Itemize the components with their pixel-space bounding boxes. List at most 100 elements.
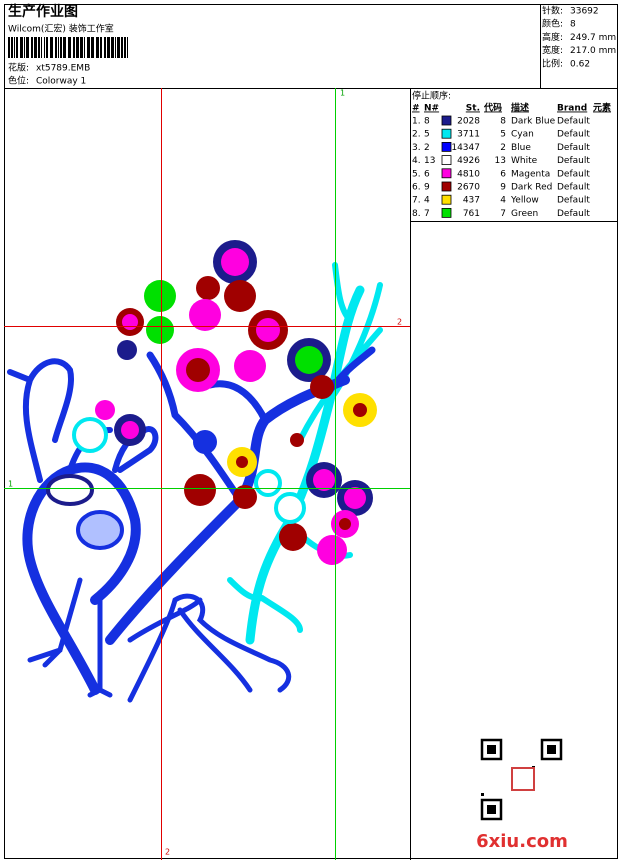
- color-swatch: [441, 155, 452, 166]
- needle: 4: [424, 196, 430, 206]
- barcode-bar: [73, 37, 75, 58]
- code: 5: [500, 130, 506, 140]
- stat-value: 249.7 mm: [570, 33, 616, 43]
- colorway: Colorway 1: [36, 77, 86, 87]
- stat-label: 颜色:: [542, 18, 563, 30]
- table-title: 停止顺序:: [412, 90, 451, 102]
- barcode-bar: [100, 37, 102, 58]
- barcode-bar: [16, 37, 18, 58]
- code: 9: [500, 183, 506, 193]
- description: Yellow: [510, 196, 539, 206]
- color-swatch: [441, 207, 452, 218]
- barcode-bar: [14, 37, 15, 58]
- stitches: 4810: [457, 169, 480, 179]
- barcode-bar: [8, 37, 10, 58]
- barcode-bar: [20, 37, 23, 58]
- needle: 7: [424, 209, 430, 219]
- stitches: 3711: [457, 130, 480, 140]
- qr-module: [481, 793, 484, 796]
- code: 7: [500, 209, 506, 219]
- row-index: 5.: [412, 169, 421, 179]
- needle: 6: [424, 169, 430, 179]
- qr-finder: [487, 805, 496, 814]
- barcode: [8, 37, 128, 58]
- qr-finder: [487, 745, 496, 754]
- barcode-bar: [104, 37, 106, 58]
- barcode-bar: [34, 37, 37, 58]
- barcode-bar: [50, 37, 53, 58]
- stat-label: 宽度:: [542, 44, 563, 56]
- qr-logo: [511, 767, 535, 791]
- column-header: 代码: [483, 102, 502, 114]
- column-header: N#: [424, 104, 439, 114]
- needle: 8: [424, 117, 430, 127]
- barcode-bar: [124, 37, 126, 58]
- brand: Default: [557, 169, 590, 179]
- barcode-bar: [26, 37, 29, 58]
- row-index: 1.: [412, 117, 421, 127]
- stat-label: 针数:: [542, 5, 563, 17]
- barcode-bar: [91, 37, 94, 58]
- description: Dark Red: [511, 183, 552, 193]
- code: 6: [500, 169, 506, 179]
- column-header: 元素: [593, 102, 611, 114]
- row-index: 6.: [412, 183, 421, 193]
- barcode-bar: [55, 37, 57, 58]
- needle: 5: [424, 130, 430, 140]
- color-swatch: [441, 115, 452, 126]
- stitches: 4926: [457, 156, 480, 166]
- column-header: 描述: [511, 102, 529, 114]
- code: 8: [500, 117, 506, 127]
- stat-value: 8: [570, 20, 576, 30]
- stat-value: 0.62: [570, 59, 590, 69]
- qr-finder: [547, 745, 556, 754]
- column-header: St.: [466, 104, 480, 114]
- color-swatch: [441, 128, 452, 139]
- row-index: 2.: [412, 130, 421, 140]
- brand: Default: [557, 156, 590, 166]
- barcode-bar: [80, 37, 83, 58]
- stats: 针数: 33692 颜色: 8 高度: 249.7 mm 宽度: 217.0 mm 比例: 0.6…: [542, 5, 616, 70]
- color-swatch: [441, 181, 452, 192]
- barcode-bar: [107, 37, 110, 58]
- qr-finder: [540, 738, 563, 761]
- barcode-bar: [96, 37, 99, 58]
- stitches: 437: [463, 196, 480, 206]
- design: xt5789.EMB: [36, 64, 90, 74]
- stat-label: 高度:: [542, 31, 563, 43]
- guide-label: 1: [340, 89, 345, 98]
- barcode-bar: [11, 37, 13, 58]
- barcode-bar: [127, 37, 128, 58]
- column-header: #: [412, 104, 420, 114]
- barcode-bar: [63, 37, 66, 58]
- row-index: 8.: [412, 209, 421, 219]
- title: 生产作业图: [8, 3, 78, 20]
- column-header: Brand: [557, 104, 587, 114]
- stitches: 2028: [457, 117, 480, 127]
- description: Dark Blue: [511, 117, 556, 127]
- row-index: 3.: [412, 143, 421, 153]
- barcode-bar: [58, 37, 59, 58]
- code: 4: [500, 196, 506, 206]
- barcode-bar: [41, 37, 42, 58]
- stat-label: 比例:: [542, 57, 563, 69]
- row-index: 7.: [412, 196, 421, 206]
- stitches: 761: [463, 209, 480, 219]
- barcode-bar: [24, 37, 25, 58]
- stat-value: 217.0 mm: [570, 46, 616, 56]
- description: Cyan: [511, 130, 534, 140]
- description: Magenta: [511, 169, 550, 179]
- barcode-bar: [60, 37, 62, 58]
- brand: Default: [557, 143, 590, 153]
- barcode-bar: [117, 37, 120, 58]
- stop-sequence-table: # N# St. 代码 描述 Brand 元素1. 8 2028 8 Dark Blue Defaul…: [412, 102, 611, 219]
- barcode-bar: [111, 37, 114, 58]
- color-swatch: [441, 141, 452, 152]
- company: Wilcom(汇宏) 装饰工作室: [8, 23, 114, 35]
- brand: Default: [557, 209, 590, 219]
- guide-label: 2: [165, 848, 170, 857]
- description: Blue: [511, 143, 531, 153]
- stat-value: 33692: [570, 7, 599, 17]
- stitches: 2670: [457, 183, 480, 193]
